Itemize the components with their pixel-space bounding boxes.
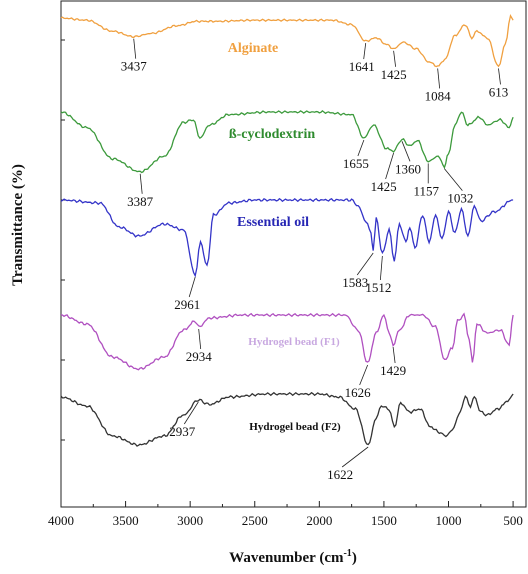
y-axis-title: Transmittance (%) — [10, 164, 26, 286]
peak-leader — [359, 364, 369, 386]
peak-label: 3437 — [121, 59, 148, 74]
x-tick-label: 4000 — [48, 513, 74, 528]
peak-leader — [498, 68, 501, 85]
x-tick-label: 2000 — [306, 513, 332, 528]
series-name-label: Hydrogel bead (F1) — [248, 336, 340, 348]
peak-label: 2961 — [174, 297, 200, 312]
peak-label: 1583 — [342, 275, 368, 290]
series-labels: Alginate ß-cyclodextrin Essential oil Hydro… — [228, 41, 341, 433]
peak-label: 1655 — [343, 156, 369, 171]
peak-leader — [393, 50, 397, 67]
peak-label: 2934 — [186, 349, 213, 364]
peak-leader — [188, 276, 196, 298]
x-tick-label: 500 — [503, 513, 523, 528]
peak-label: 1360 — [395, 161, 421, 176]
series-name-label: ß-cyclodextrin — [229, 127, 316, 142]
peak-leader — [401, 141, 411, 162]
series-line — [60, 197, 514, 278]
peak-leader — [437, 68, 441, 89]
peak-label: 1032 — [447, 191, 473, 206]
peak-leader — [357, 139, 365, 157]
peak-label: 3387 — [127, 194, 154, 209]
series-line — [60, 312, 514, 371]
peak-label: 2937 — [169, 424, 196, 439]
series-line — [60, 391, 514, 447]
peak-label: 613 — [489, 84, 509, 99]
peak-leader — [356, 252, 374, 276]
peak-label: 1429 — [380, 363, 406, 378]
x-tick-label: 1000 — [436, 513, 462, 528]
series-line — [60, 110, 514, 174]
x-axis-title: Wavenumber (cm-1) — [229, 548, 357, 566]
peak-leader — [363, 43, 367, 60]
peak-leader — [385, 152, 394, 180]
peak-leader — [392, 346, 396, 364]
peak-leader — [444, 168, 463, 191]
peak-leader — [139, 173, 143, 194]
spectra-curves — [60, 13, 514, 447]
x-tick-label: 2500 — [242, 513, 268, 528]
x-tick-label: 3000 — [177, 513, 203, 528]
series-line — [60, 13, 514, 68]
series-name-label: Alginate — [228, 41, 279, 56]
plot-frame — [60, 0, 527, 508]
peak-label: 1157 — [413, 183, 439, 198]
peak-label: 1626 — [345, 385, 372, 400]
peak-label: 1622 — [327, 467, 353, 482]
x-axis-ticks: 4000 3500 3000 2500 2000 1500 1000 500 — [48, 39, 523, 528]
x-tick-label: 1500 — [371, 513, 397, 528]
peak-label: 1425 — [371, 179, 397, 194]
peak-label: 1425 — [381, 67, 407, 82]
peak-label: 1641 — [349, 59, 375, 74]
peak-leader — [183, 401, 199, 425]
peak-leader — [341, 446, 369, 468]
series-name-label: Essential oil — [237, 215, 309, 230]
peak-leader — [133, 38, 137, 59]
series-name-label: Hydrogel bead (F2) — [249, 421, 341, 433]
x-tick-label: 3500 — [113, 513, 139, 528]
peak-label: 1084 — [425, 88, 452, 103]
peak-leader — [198, 328, 202, 350]
peak-leader — [379, 255, 383, 281]
peak-label: 1512 — [365, 280, 391, 295]
